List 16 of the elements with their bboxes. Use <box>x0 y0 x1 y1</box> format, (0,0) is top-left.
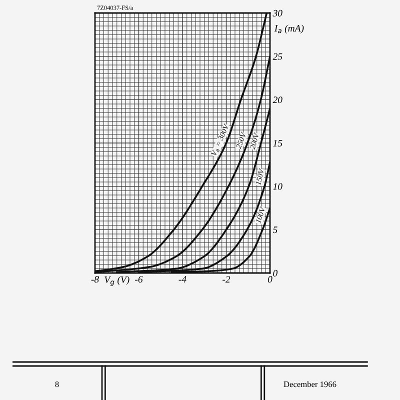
x-tick-label: -2 <box>222 276 230 283</box>
text: December 1966 <box>284 381 336 388</box>
y-tick-label: 0 <box>273 270 278 276</box>
x-tick-label: -6 <box>135 276 143 283</box>
y-axis-title: I$_{a}$ (mA) <box>274 24 304 34</box>
y-tick-label: 30 <box>272 10 282 16</box>
x-tick-label: -4 <box>178 276 186 283</box>
y-tick-label: 15 <box>273 140 282 146</box>
x-axis-title: V$_{g}$ (V) <box>104 276 130 286</box>
y-tick-label: 10 <box>273 183 282 190</box>
text: 8 <box>55 381 59 388</box>
y-tick-label: 5 <box>272 226 278 234</box>
y-tick-label: 25 <box>272 53 282 60</box>
y-tick-label: 20 <box>272 96 282 104</box>
x-tick-label: -8 <box>91 276 99 283</box>
x-tick-label: 0 <box>268 276 272 283</box>
